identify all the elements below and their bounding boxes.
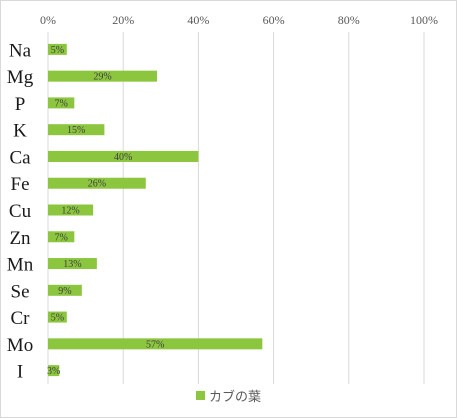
gridlines: [47, 32, 425, 384]
x-tick-label: 0%: [40, 13, 56, 27]
x-tick-label: 60%: [263, 13, 285, 27]
x-tick-label: 20%: [112, 13, 134, 27]
data-label: 3%: [47, 366, 60, 377]
data-label: 29%: [93, 72, 111, 83]
category-label: P: [15, 94, 26, 115]
legend-swatch: [195, 391, 205, 400]
bar: [48, 43, 67, 55]
bar: [48, 70, 158, 82]
data-label: 40%: [114, 152, 132, 163]
data-label: 9%: [58, 286, 71, 297]
bar: [48, 150, 199, 162]
bar: [48, 311, 67, 323]
category-label: K: [13, 121, 27, 142]
bar: [48, 258, 97, 270]
data-label: 57%: [146, 339, 164, 350]
category-label: Mg: [7, 67, 34, 88]
category-label: Cr: [11, 308, 31, 329]
data-label: 26%: [88, 179, 106, 190]
data-label: 5%: [51, 313, 64, 324]
bars: [48, 43, 263, 377]
bar: [48, 124, 105, 136]
bar: [48, 231, 75, 243]
category-label: Mo: [7, 335, 33, 356]
category-label: Fe: [11, 174, 30, 195]
x-tick-label: 40%: [187, 13, 209, 27]
category-label: Mn: [7, 255, 34, 276]
data-label: 7%: [54, 98, 67, 109]
category-label: Ca: [9, 147, 31, 168]
data-labels: 5% 29% 7% 15% 40% 26% 12% 7% 13% 9% 5% 57% 3%: [47, 45, 164, 377]
category-label: Cu: [9, 201, 32, 222]
bar: [48, 338, 263, 350]
x-tick-label: 100%: [410, 13, 438, 27]
data-label: 12%: [61, 206, 79, 217]
bar: [48, 204, 94, 216]
data-label: 15%: [67, 125, 85, 136]
data-label: 13%: [63, 259, 81, 270]
legend: カブの葉: [0, 386, 457, 405]
legend-label: カブの葉: [208, 390, 261, 405]
category-label: I: [17, 362, 23, 383]
category-label: Na: [9, 40, 32, 61]
bar: [48, 177, 146, 189]
category-label: Zn: [9, 228, 31, 249]
x-axis-tick-labels: 0% 20% 40% 60% 80% 100%: [40, 13, 438, 27]
bar: [48, 365, 60, 377]
data-label: 5%: [51, 45, 64, 56]
bar: [48, 97, 75, 109]
category-labels: Na Mg PK Ca Fe Cu Zn Mn Se Cr Mo I: [7, 40, 34, 382]
bar: [48, 284, 82, 296]
x-tick-label: 80%: [338, 13, 360, 27]
data-label: 7%: [54, 232, 67, 243]
category-label: Se: [11, 281, 30, 302]
